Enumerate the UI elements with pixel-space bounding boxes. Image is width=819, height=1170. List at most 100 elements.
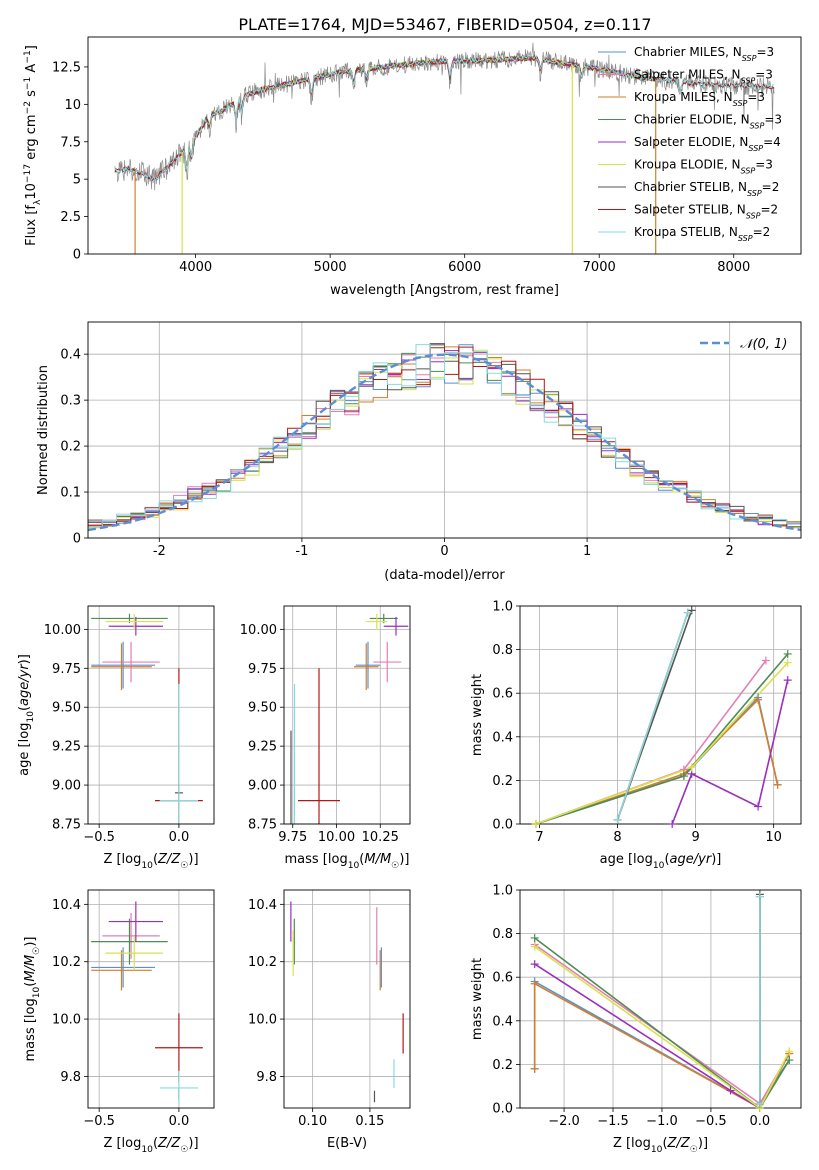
weight-marker-kroupa-stelib bbox=[755, 892, 764, 901]
figure-title: PLATE=1764, MJD=53467, FIBERID=0504, z=0… bbox=[238, 15, 651, 34]
mass_vs_Z-xlabel-part: 10 bbox=[141, 1145, 153, 1155]
legend-entry-text: Kroupa STELIB, N bbox=[634, 225, 738, 239]
weight-marker-salpeter-miles bbox=[761, 656, 770, 665]
legend-entry-text: Chabrier MILES, N bbox=[634, 45, 742, 59]
spectrum-panel: 4000 5000 6000 7000 8000 0 2.5 5 7.5 10 12.5 wavele… bbox=[23, 36, 802, 298]
age_vs_mass-xtick-label: 9.75 bbox=[278, 830, 307, 845]
mass_weight_vs_age-xlabel: age [log10(age/yr)] bbox=[600, 852, 722, 871]
age_vs_Z-plot-area bbox=[91, 613, 203, 824]
mass_weight_vs_Z-frame bbox=[519, 889, 802, 1109]
mass_weight_vs_age-ytick-label: 0.6 bbox=[492, 687, 513, 702]
legend-entry-sub: SSP bbox=[750, 121, 765, 130]
weight-marker-kroupa-elodie bbox=[783, 658, 792, 667]
mass_vs_Z-ylabel-part: mass [log bbox=[23, 998, 38, 1061]
legend-entry-text: Chabrier ELODIE, N bbox=[634, 113, 750, 127]
age_vs_mass-xlabel-part: ( bbox=[359, 852, 364, 867]
residuals-xtick-label: 2 bbox=[726, 544, 734, 559]
mass_vs_EBV-xtick-label: 0.15 bbox=[355, 1114, 384, 1129]
mass_vs_Z-ytick-label: 10.0 bbox=[52, 1013, 81, 1028]
age_vs_Z-ytick-label: 9.25 bbox=[52, 740, 81, 755]
age_vs_Z-ylabel-part: ( bbox=[17, 706, 32, 711]
mass_weight_vs_Z-xtick-label: −1.0 bbox=[646, 1114, 678, 1129]
spectrum-ytick-label: 10 bbox=[64, 98, 81, 113]
legend-entry-text: Salpeter ELODIE, N bbox=[634, 135, 748, 149]
weight-line-kroupa-stelib bbox=[616, 612, 689, 820]
age_vs_mass-ytick-label: 8.75 bbox=[248, 818, 277, 833]
residuals-xtick-label: -1 bbox=[295, 544, 308, 559]
legend-entry-tail: =2 bbox=[760, 203, 778, 217]
weight-marker-salpeter-elodie bbox=[754, 802, 763, 811]
legend-entry-sub: SSP bbox=[742, 54, 757, 63]
age_vs_Z-xtick-label: −0.5 bbox=[83, 830, 115, 845]
mass_vs_EBV-ytick-label: 10.4 bbox=[248, 898, 277, 913]
mass_weight_vs_Z-ylabel: mass weight bbox=[470, 958, 485, 1040]
mass_weight_vs_age-frame bbox=[519, 605, 802, 825]
legend-entry-tail: =2 bbox=[762, 180, 780, 194]
age_vs_Z-ylabel-part: age/yr bbox=[17, 663, 32, 706]
mass_weight_vs_age-xlabel-part: age/yr bbox=[670, 852, 713, 867]
mass_vs_Z-panel: −0.5 0.09.810.010.210.4Z [log10(Z/Z☉)]mas… bbox=[23, 889, 215, 1155]
mass_weight_vs_age-xlabel-part: ( bbox=[664, 852, 669, 867]
age_vs_Z-xlabel-part: ( bbox=[153, 852, 158, 867]
mass_vs_Z-ytick-label: 9.8 bbox=[60, 1070, 81, 1085]
mass_weight_vs_age-xlabel-part: age [log bbox=[600, 852, 653, 867]
mass_vs_Z-ylabel-part: ☉ bbox=[32, 947, 42, 955]
legend-entry-tail: =3 bbox=[764, 113, 782, 127]
age_vs_mass-xlabel-part: ☉ bbox=[391, 861, 399, 871]
age_vs_mass-xtick-label: 10.25 bbox=[362, 830, 399, 845]
model-spectrum-salpeter-stelib bbox=[114, 55, 775, 180]
residuals-ytick-label: 0.2 bbox=[60, 440, 81, 455]
legend-entry-sub: SSP bbox=[741, 166, 756, 175]
mass_weight_vs_Z-xtick-label: −0.5 bbox=[695, 1114, 727, 1129]
age_vs_mass-xtick-label: 10.00 bbox=[318, 830, 355, 845]
mass_weight_vs_age-xtick-label: 10 bbox=[765, 830, 782, 845]
legend-entry: Chabrier MILES, NSSP=3 bbox=[634, 45, 774, 63]
weight-marker-salpeter-elodie bbox=[668, 820, 677, 828]
weight-marker-salpeter-elodie bbox=[783, 676, 792, 685]
spectrum-ylabel-part: −2 bbox=[23, 101, 33, 114]
weight-marker-chabrier-elodie bbox=[785, 1056, 794, 1065]
age_vs_Z-ytick-label: 10.00 bbox=[44, 623, 81, 638]
age_vs_Z-xlabel: Z [log10(Z/Z☉)] bbox=[103, 852, 198, 871]
residuals-frame bbox=[87, 321, 802, 539]
spectrum-xtick-label: 6000 bbox=[448, 260, 481, 275]
weight-marker-kroupa-elodie bbox=[530, 942, 539, 951]
mass_weight_vs_age-ytick-label: 0.8 bbox=[492, 643, 513, 658]
age_vs_Z-frame bbox=[87, 605, 215, 825]
residuals-xtick-label: 0 bbox=[440, 544, 448, 559]
mass_vs_Z-grid bbox=[88, 890, 214, 1108]
mass_vs_Z-ylabel-part: ( bbox=[23, 982, 38, 987]
age_vs_mass-panel: 9.75 10.00 10.25 8.75 9.00 9.25 9.50 9.75 10.00 m… bbox=[240, 605, 411, 871]
mass_weight_vs_Z-xtick-label: −1.5 bbox=[597, 1114, 629, 1129]
spectrum-ylabel-part: s bbox=[24, 90, 39, 101]
age_vs_Z-xtick-label: 0.0 bbox=[169, 830, 190, 845]
mass_vs_EBV-ytick-label: 10.2 bbox=[248, 955, 277, 970]
weight-marker-kroupa-elodie bbox=[785, 1047, 794, 1056]
weight-marker-kroupa-miles bbox=[754, 695, 763, 704]
age_vs_mass-frame bbox=[283, 605, 411, 825]
residuals-panel: -2 -1 0 1 2 0 0.1 0.2 0.3 0.4 𝒩(0, 1) (data-model)/… bbox=[36, 321, 802, 583]
residuals-xtick-label: 1 bbox=[583, 544, 591, 559]
age_vs_Z-ylabel-part: age [log bbox=[17, 723, 32, 776]
mass_vs_Z-xlabel-part: Z [log bbox=[103, 1136, 141, 1151]
mass_vs_EBV-xlabel: E(B-V) bbox=[327, 1136, 367, 1151]
mass_weight_vs_Z-xlabel-part: ☉ bbox=[690, 1145, 698, 1155]
weight-marker-kroupa-stelib bbox=[683, 608, 692, 617]
mass_vs_EBV-grid bbox=[284, 890, 410, 1108]
age_vs_mass-ytick-label: 9.50 bbox=[248, 701, 277, 716]
age_vs_mass-xlabel-part: 10 bbox=[348, 861, 360, 871]
age_vs_Z-ylabel: age [log10(age/yr)] bbox=[17, 654, 36, 776]
age_vs_mass-xlabel: mass [log10(M/M☉)] bbox=[285, 852, 410, 871]
legend-entry-tail: =3 bbox=[756, 45, 774, 59]
legend-entry-tail: =3 bbox=[747, 90, 765, 104]
mass_vs_EBV-plot-area bbox=[290, 901, 404, 1103]
mass_weight_vs_Z-ytick-label: 0.6 bbox=[492, 971, 513, 986]
mass_weight_vs_Z-xlabel-part: )] bbox=[698, 1136, 708, 1151]
mass_weight_vs_age-xtick-label: 9 bbox=[691, 830, 699, 845]
spectrum-ytick-label: 7.5 bbox=[60, 135, 81, 150]
age_vs_mass-xlabel-part: M/M bbox=[364, 852, 391, 867]
age_vs_mass-xlabel-part: mass [log bbox=[285, 852, 348, 867]
spectrum-ytick-label: 2.5 bbox=[60, 210, 81, 225]
mass_vs_Z-xlabel: Z [log10(Z/Z☉)] bbox=[103, 1136, 198, 1155]
